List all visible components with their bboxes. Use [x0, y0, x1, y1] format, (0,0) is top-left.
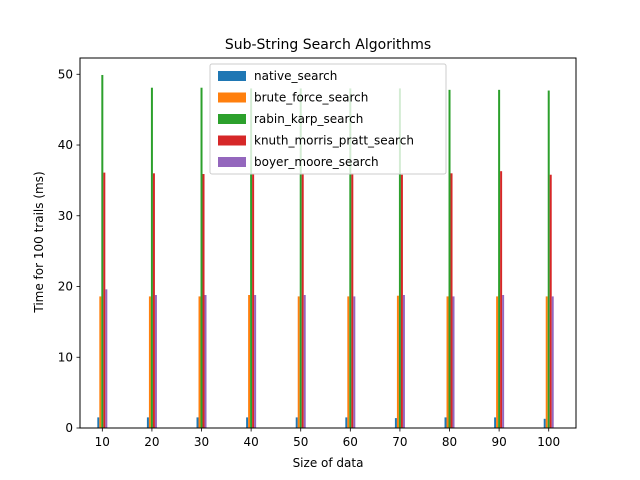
- bar-native_search-100: [543, 418, 546, 428]
- bar-rabin_karp_search-80: [448, 89, 451, 428]
- plot-frame: [79, 57, 577, 429]
- bar-brute_force_search-80: [446, 296, 449, 428]
- legend-label-native_search: native_search: [254, 69, 337, 83]
- x-tick-label-70: 70: [392, 435, 407, 449]
- legend: native_search brute_force_search rabin_kar…: [209, 63, 447, 175]
- legend-swatch-brute_force_search: [218, 92, 246, 103]
- bar-knuth_morris_pratt_search-60: [351, 173, 354, 428]
- legend-label-knuth_morris_pratt_search: knuth_morris_pratt_search: [254, 134, 414, 148]
- bar-brute_force_search-60: [347, 296, 350, 428]
- bars-group: [97, 74, 554, 429]
- bar-boyer_moore_search-90: [502, 295, 505, 428]
- bar-boyer_moore_search-100: [551, 296, 554, 428]
- bar-brute_force_search-90: [496, 296, 499, 428]
- bar-boyer_moore_search-40: [254, 295, 257, 428]
- bar-knuth_morris_pratt_search-50: [301, 173, 304, 428]
- bar-native_search-40: [246, 417, 249, 428]
- legend-swatch-native_search: [218, 71, 246, 81]
- y-tick-label-20: 20: [58, 280, 73, 294]
- bar-knuth_morris_pratt_search-30: [202, 174, 205, 428]
- y-tick-label-10: 10: [58, 350, 73, 364]
- x-tick-label-50: 50: [293, 435, 308, 449]
- bar-rabin_karp_search-100: [547, 90, 550, 428]
- bar-rabin_karp_search-20: [150, 87, 153, 429]
- bar-native_search-20: [146, 417, 149, 428]
- bar-native_search-90: [494, 417, 497, 428]
- bar-native_search-60: [345, 417, 348, 428]
- legend-box: [209, 63, 447, 175]
- bar-rabin_karp_search-10: [101, 74, 104, 428]
- axes-group: 0 10 20 30 40 50 10 20 30 40 50 60 70 80 90 100: [58, 57, 577, 449]
- x-tick-label-80: 80: [442, 435, 457, 449]
- x-axis-label: Size of data: [293, 456, 364, 470]
- bar-native_search-70: [394, 418, 397, 428]
- bar-brute_force_search-100: [545, 296, 548, 428]
- y-tick-label-50: 50: [58, 67, 73, 81]
- bar-knuth_morris_pratt_search-10: [103, 172, 106, 428]
- y-axis-label: Time for 100 trails (ms): [32, 171, 46, 313]
- bar-brute_force_search-50: [297, 296, 300, 428]
- bar-rabin_karp_search-70: [398, 88, 401, 429]
- bar-brute_force_search-40: [248, 295, 251, 428]
- y-tick-label-40: 40: [58, 138, 73, 152]
- x-tick-label-100: 100: [537, 435, 560, 449]
- bar-rabin_karp_search-50: [299, 88, 302, 429]
- bar-boyer_moore_search-60: [353, 296, 356, 428]
- bar-brute_force_search-70: [396, 295, 399, 428]
- x-tick-label-60: 60: [343, 435, 358, 449]
- bar-knuth_morris_pratt_search-100: [549, 174, 552, 428]
- bar-rabin_karp_search-30: [200, 87, 203, 429]
- bar-brute_force_search-20: [148, 296, 151, 428]
- bar-rabin_karp_search-40: [250, 88, 253, 429]
- x-tick-label-90: 90: [491, 435, 506, 449]
- bar-knuth_morris_pratt_search-20: [152, 173, 155, 428]
- bar-knuth_morris_pratt_search-40: [252, 174, 255, 428]
- bar-boyer_moore_search-80: [452, 296, 455, 428]
- legend-label-rabin_karp_search: rabin_karp_search: [254, 112, 363, 126]
- bar-brute_force_search-10: [99, 296, 102, 428]
- bar-knuth_morris_pratt_search-70: [400, 174, 403, 428]
- bar-native_search-50: [295, 417, 298, 428]
- bar-boyer_moore_search-50: [303, 295, 306, 428]
- bar-native_search-30: [196, 417, 199, 428]
- bar-boyer_moore_search-20: [154, 295, 157, 428]
- y-tick-label-30: 30: [58, 209, 73, 223]
- legend-label-brute_force_search: brute_force_search: [254, 91, 368, 105]
- bar-rabin_karp_search-60: [349, 88, 352, 429]
- bar-boyer_moore_search-30: [204, 295, 207, 428]
- bar-brute_force_search-30: [198, 296, 201, 428]
- chart-title: Sub-String Search Algorithms: [225, 37, 431, 53]
- x-tick-label-10: 10: [95, 435, 110, 449]
- bar-knuth_morris_pratt_search-90: [500, 171, 503, 428]
- legend-label-boyer_moore_search: boyer_moore_search: [254, 155, 379, 169]
- bar-native_search-10: [97, 417, 100, 428]
- x-tick-label-20: 20: [144, 435, 159, 449]
- y-tick-label-0: 0: [65, 421, 73, 435]
- x-tick-label-30: 30: [194, 435, 209, 449]
- legend-swatch-rabin_karp_search: [218, 114, 246, 124]
- bar-rabin_karp_search-90: [498, 89, 501, 428]
- bar-boyer_moore_search-10: [105, 289, 108, 428]
- legend-swatch-boyer_moore_search: [218, 157, 246, 167]
- bar-boyer_moore_search-70: [402, 295, 405, 428]
- legend-swatch-knuth_morris_pratt_search: [218, 135, 246, 146]
- bar-native_search-80: [444, 417, 447, 428]
- bar-knuth_morris_pratt_search-80: [450, 173, 453, 428]
- x-tick-label-40: 40: [243, 435, 258, 449]
